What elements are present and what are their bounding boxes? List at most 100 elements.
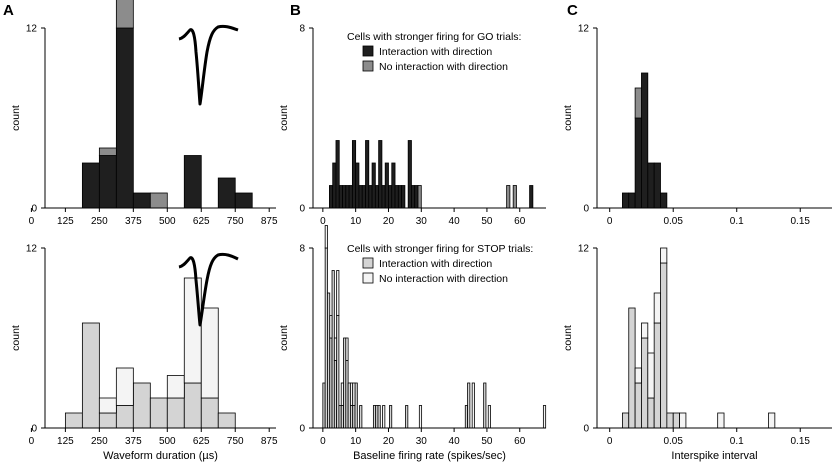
x-tick-label: 50 (481, 216, 493, 227)
x-tick-label: 625 (193, 216, 210, 227)
bar-interaction (401, 185, 406, 209)
x-tick-label: 20 (383, 216, 395, 227)
bar-no-interaction (382, 405, 386, 429)
bar-interaction (371, 162, 376, 209)
bar-interaction (342, 185, 347, 209)
legend-stop-title: Cells with stronger firing for STOP tria… (347, 243, 533, 255)
bar-interaction (149, 397, 168, 429)
x-tick-label: 875 (261, 436, 278, 447)
bar-interaction (384, 162, 389, 209)
bar-no-interaction (717, 412, 725, 429)
bar-interaction (98, 412, 117, 429)
waveform-inset-stop (178, 252, 239, 327)
bar-interaction (64, 412, 83, 429)
bar-interaction (622, 192, 630, 209)
bar-interaction (348, 185, 353, 209)
bar-no-interaction (634, 367, 642, 384)
waveform-inset-go (178, 24, 239, 106)
bar-interaction (234, 192, 253, 209)
x-tick-label: 50 (481, 436, 493, 447)
bar-interaction (653, 322, 661, 429)
x-tick-label: 30 (416, 216, 428, 227)
y-tick-label: 12 (26, 244, 38, 255)
bar-interaction (483, 382, 487, 429)
waveform-trace-icon (178, 24, 239, 106)
bar-interaction (467, 382, 471, 429)
x-tick-label: 375 (125, 216, 142, 227)
bar-interaction (660, 192, 668, 209)
x-tick-label: 0 (29, 436, 35, 447)
x-tick-label: 10 (350, 436, 362, 447)
y-tick-label: 12 (578, 24, 590, 35)
bar-no-interaction (660, 247, 668, 264)
bar-no-interaction (647, 352, 655, 399)
x-tick-label: 500 (159, 436, 176, 447)
bar-no-interaction (471, 382, 475, 429)
bar-interaction (397, 185, 403, 209)
x-tick-label: 40 (449, 216, 461, 227)
bar-interaction (647, 397, 655, 429)
x-tick-label: 0 (320, 216, 326, 227)
legend-stop-label-no-interaction: No interaction with direction (379, 273, 508, 285)
bar-interaction (115, 27, 134, 209)
y-axis-label: count (278, 105, 290, 131)
y-tick-label: 8 (299, 24, 305, 35)
bar-no-interaction (542, 405, 547, 429)
legend-go-title: Cells with stronger firing for GO trials… (347, 31, 521, 43)
y-tick-label: 0 (31, 204, 37, 215)
bar-no-interaction (98, 397, 117, 414)
x-axis-label: Interspike interval (671, 450, 757, 462)
bar-no-interaction (641, 322, 649, 339)
y-tick-label: 0 (31, 424, 37, 435)
bar-interaction (115, 405, 134, 429)
x-tick-label: 250 (91, 216, 108, 227)
bar-interaction (335, 140, 340, 209)
y-axis-label: count (10, 105, 22, 131)
bar-no-interaction (679, 412, 687, 429)
bar-no-interaction (336, 270, 340, 316)
x-tick-label: 125 (57, 216, 74, 227)
bar-interaction (365, 140, 370, 209)
y-axis-label: count (562, 325, 574, 351)
x-tick-label: 500 (159, 216, 176, 227)
histogram-b-go: 0 8 0 10 20 30 40 50 60 count (278, 24, 546, 227)
bar-interaction (377, 405, 381, 429)
x-axis-label: Waveform duration (µs) (103, 450, 218, 462)
bar-interaction (338, 185, 343, 209)
legend-go-label-no-interaction: No interaction with direction (379, 61, 508, 73)
bar-interaction (351, 140, 357, 209)
histogram-a-stop: 0 12 0 125 250 375 500 625 750 875 count Waveform d… (10, 244, 278, 462)
bar-interaction (388, 185, 393, 209)
bar-interaction (391, 162, 396, 209)
x-tick-label: 875 (261, 216, 278, 227)
bar-interaction (183, 382, 202, 429)
y-tick-label: 0 (583, 204, 589, 215)
bar-interaction (672, 412, 680, 429)
y-tick-label: 0 (299, 204, 305, 215)
bar-interaction (217, 177, 236, 209)
bar-interaction (634, 117, 642, 209)
bar-interaction (361, 185, 366, 209)
x-tick-label: 0.15 (791, 436, 811, 447)
bar-interaction (660, 262, 668, 429)
legend-stop-label-interaction: Interaction with direction (379, 258, 492, 270)
bar-interaction (405, 405, 409, 429)
bar-interaction (641, 337, 649, 429)
bar-interaction (381, 185, 386, 209)
bar-no-interaction (98, 147, 117, 156)
bar-no-interaction (115, 367, 134, 406)
bar-no-interaction (634, 87, 642, 119)
y-tick-label: 8 (299, 244, 305, 255)
x-tick-label: 125 (57, 436, 74, 447)
y-tick-label: 12 (578, 244, 590, 255)
bar-interaction (81, 322, 100, 429)
histogram-c-go: 0 12 0 0.05 0.1 0.15 count (562, 24, 832, 227)
bar-no-interaction (329, 315, 333, 339)
bar-interaction (329, 185, 334, 209)
x-tick-label: 375 (125, 436, 142, 447)
bar-interaction (358, 185, 363, 209)
bar-interaction (132, 192, 151, 209)
legend-go-swatch-no-interaction (362, 60, 374, 72)
bar-interaction (628, 307, 636, 429)
